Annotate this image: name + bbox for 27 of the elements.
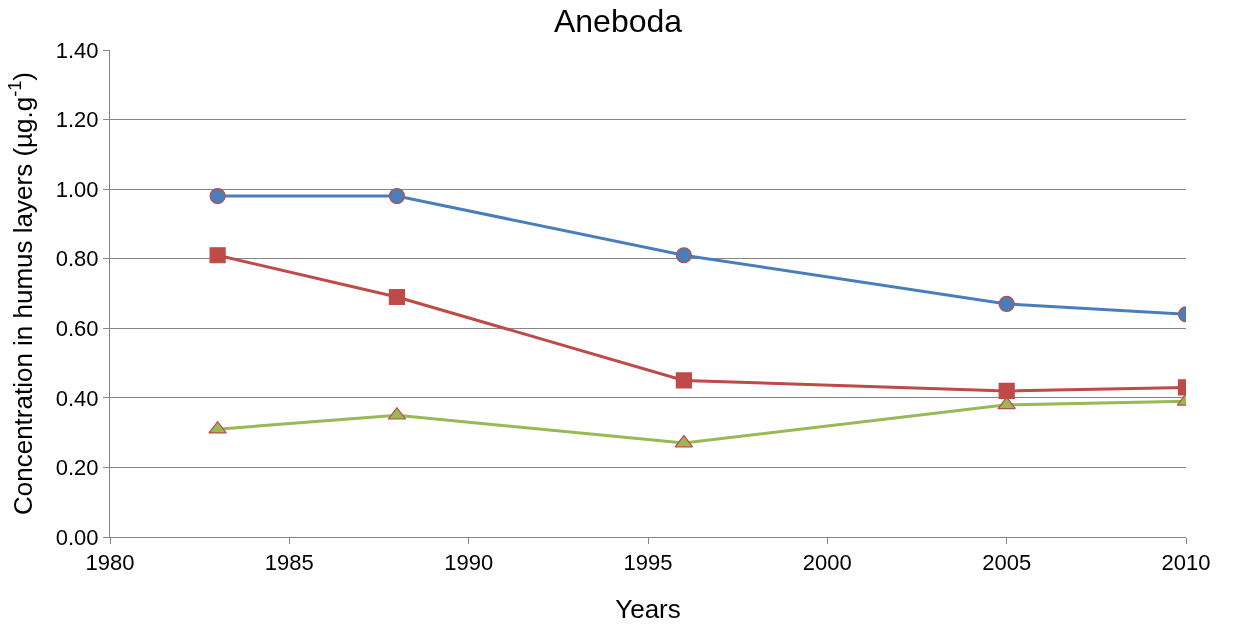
x-tick-label: 1985 [264, 550, 314, 576]
y-tick-label: 1.00 [55, 176, 99, 202]
point [209, 247, 226, 264]
point [388, 188, 406, 205]
x-tick-label: 2000 [802, 550, 852, 576]
point [675, 372, 692, 389]
y-tick-label: 1.20 [55, 107, 99, 133]
x-tick-label: 2005 [982, 550, 1032, 576]
point [209, 188, 226, 205]
x-tick-label: 1980 [85, 550, 135, 576]
x-tick-label: 1990 [444, 550, 494, 576]
point [675, 247, 692, 264]
y-tick-label: 0.40 [55, 385, 99, 411]
y-tick-label: 0.60 [55, 315, 99, 341]
y-tick-label: 1.40 [55, 37, 99, 63]
y-tick-label: 0.00 [55, 524, 99, 550]
y-tick-label: 0.80 [55, 246, 99, 272]
x-axis-title: Years [615, 594, 681, 625]
point [998, 382, 1015, 399]
point [998, 295, 1015, 313]
x-tick-label: 2010 [1161, 550, 1211, 576]
point [388, 288, 406, 306]
point [997, 396, 1016, 410]
y-tick-label: 0.20 [55, 455, 99, 481]
chart-title: Aneboda [553, 2, 683, 39]
point [674, 434, 694, 448]
x-tick-label: 1995 [623, 550, 673, 576]
